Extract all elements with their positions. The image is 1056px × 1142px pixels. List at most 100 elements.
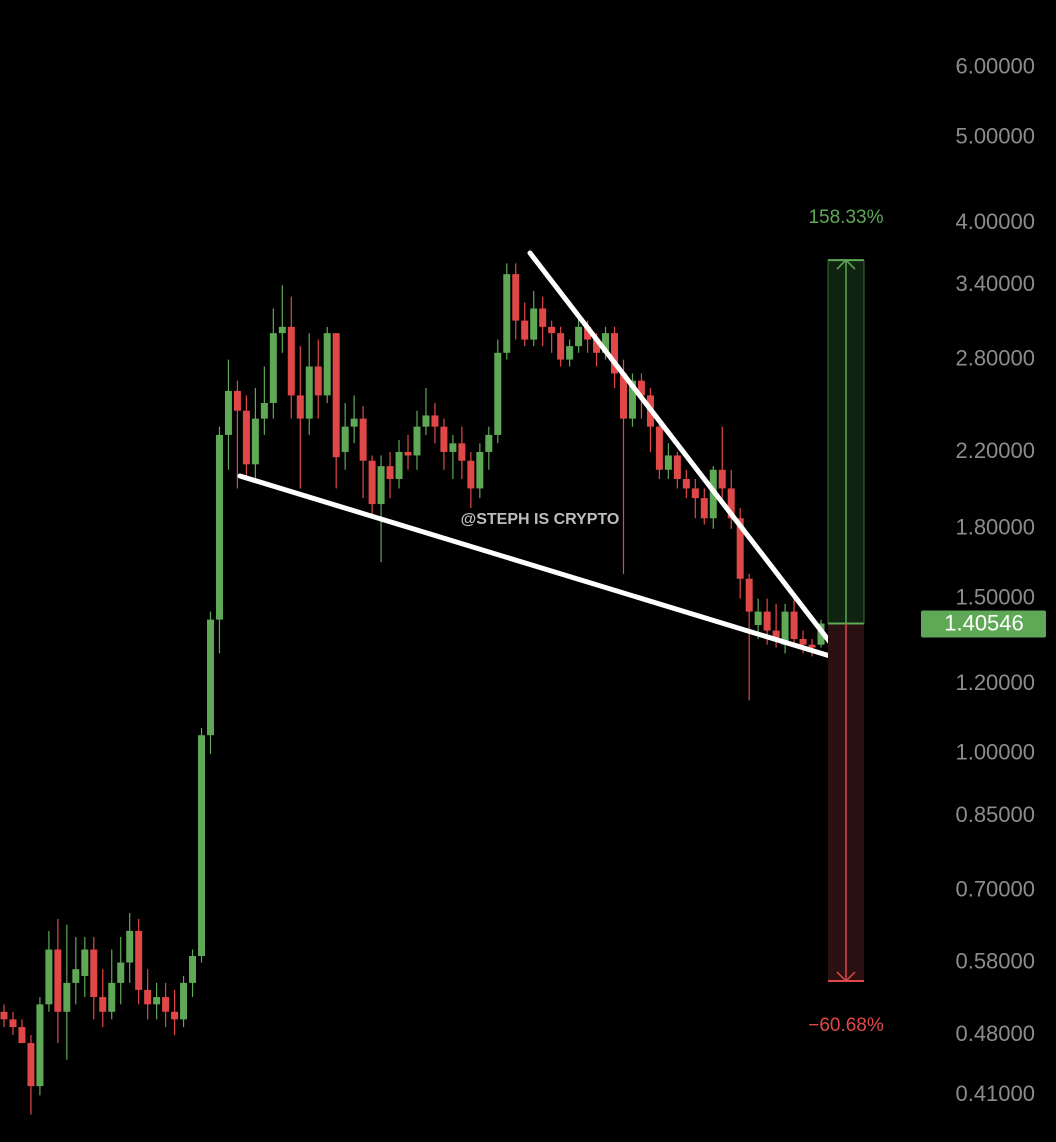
candle-body: [476, 451, 484, 489]
candle-body: [117, 962, 125, 983]
candle-body: [332, 333, 340, 458]
candle-body: [224, 390, 232, 435]
y-tick-label: 6.00000: [955, 54, 1035, 79]
candle-body: [350, 418, 358, 427]
candle-body: [718, 469, 726, 489]
candle-body: [673, 455, 681, 479]
candle-body: [171, 1011, 179, 1020]
candle-body: [278, 326, 286, 334]
candle-body: [36, 1004, 44, 1087]
candle-body: [215, 434, 223, 620]
y-tick-label: 1.50000: [955, 584, 1035, 609]
candle-body: [772, 630, 780, 639]
y-tick-label: 4.00000: [955, 209, 1035, 234]
candle-body: [269, 333, 277, 403]
candle-body: [359, 418, 367, 461]
candle-body: [63, 982, 71, 1012]
candle-body: [781, 611, 789, 645]
candle-body: [458, 443, 466, 461]
candle-body: [808, 644, 816, 648]
candle-body: [422, 415, 430, 427]
candle-body: [503, 274, 511, 353]
y-tick-label: 5.00000: [955, 123, 1035, 148]
candle-body: [81, 949, 89, 976]
candle-body: [637, 380, 645, 396]
candle-body: [682, 478, 690, 489]
candle-body: [99, 997, 107, 1012]
candle-body: [54, 949, 62, 1012]
candle-body: [512, 274, 520, 321]
y-tick-label: 2.80000: [955, 345, 1035, 370]
candle-body: [9, 1019, 17, 1028]
candle-body: [521, 320, 529, 340]
candle-body: [754, 611, 762, 626]
candle-body: [296, 395, 304, 419]
candle-body: [90, 949, 98, 998]
candle-body: [763, 611, 771, 631]
candle-body: [368, 460, 376, 505]
candle-body: [494, 352, 502, 435]
candle-body: [189, 955, 197, 983]
lower-trendline: [237, 473, 833, 659]
candle-body: [108, 982, 116, 1012]
watermark: @STEPH IS CRYPTO: [461, 511, 620, 528]
y-tick-label: 0.48000: [955, 1021, 1035, 1046]
candle-body: [557, 333, 565, 360]
candle-body: [72, 969, 80, 983]
candle-body: [655, 426, 663, 470]
candle-body: [566, 346, 574, 360]
candle-body: [377, 466, 385, 505]
candle-body: [386, 466, 394, 479]
candle-body: [584, 326, 592, 340]
y-tick-label: 1.80000: [955, 515, 1035, 540]
candle-body: [593, 339, 601, 353]
candle-body: [664, 455, 672, 470]
candle-body: [602, 333, 610, 353]
candle-body: [126, 930, 134, 963]
candle-body: [413, 426, 421, 456]
upper-trendline: [527, 250, 839, 653]
candle-body: [790, 611, 798, 639]
last-price-tag: [921, 610, 1046, 638]
candle-body: [153, 997, 161, 1005]
y-tick-label: 0.58000: [955, 948, 1035, 973]
y-tick-label: 1.00000: [955, 740, 1035, 765]
candle-body: [611, 333, 619, 374]
candle-body: [539, 308, 547, 327]
candle-body: [628, 380, 636, 419]
candle-body: [700, 498, 708, 519]
candle-body: [440, 426, 448, 452]
candle-body: [575, 326, 583, 347]
candle-body: [198, 735, 206, 956]
candle-body: [530, 308, 538, 340]
measure-target-label: 158.33%: [808, 207, 883, 228]
candle-body: [736, 518, 744, 579]
y-tick-label: 2.20000: [955, 438, 1035, 463]
candle-body: [745, 578, 753, 612]
candle-body: [485, 434, 493, 452]
candle-body: [242, 410, 250, 465]
candle-body: [45, 949, 53, 1005]
plot: [0, 263, 825, 1115]
candle-body: [135, 930, 143, 990]
candle-body: [287, 326, 295, 396]
candle-body: [341, 426, 349, 452]
candle-body: [251, 418, 259, 465]
y-tick-label: 0.41000: [955, 1081, 1035, 1106]
candle-body: [305, 366, 313, 419]
candle-body: [431, 415, 439, 427]
y-tick-label: 1.20000: [955, 670, 1035, 695]
candle-body: [18, 1027, 26, 1044]
candle-body: [0, 1011, 8, 1020]
candle-body: [395, 451, 403, 479]
candle-body: [727, 488, 735, 519]
y-tick-label: 3.40000: [955, 271, 1035, 296]
candle-body: [691, 488, 699, 499]
candle-body: [449, 443, 457, 452]
candle-body: [206, 619, 214, 736]
measure-stop-label: −60.68%: [808, 1015, 884, 1036]
candle-body: [144, 989, 152, 1005]
